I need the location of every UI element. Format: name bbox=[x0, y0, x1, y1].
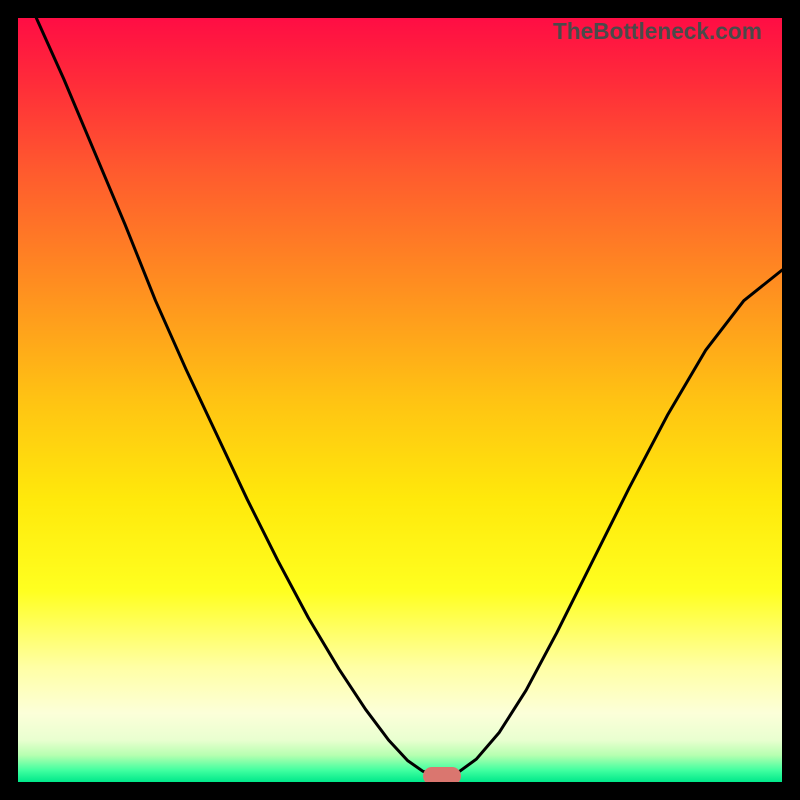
optimal-point-marker bbox=[423, 767, 461, 782]
plot-area: TheBottleneck.com bbox=[18, 18, 782, 782]
bottleneck-curve bbox=[18, 18, 782, 782]
chart-container: TheBottleneck.com bbox=[0, 0, 800, 800]
